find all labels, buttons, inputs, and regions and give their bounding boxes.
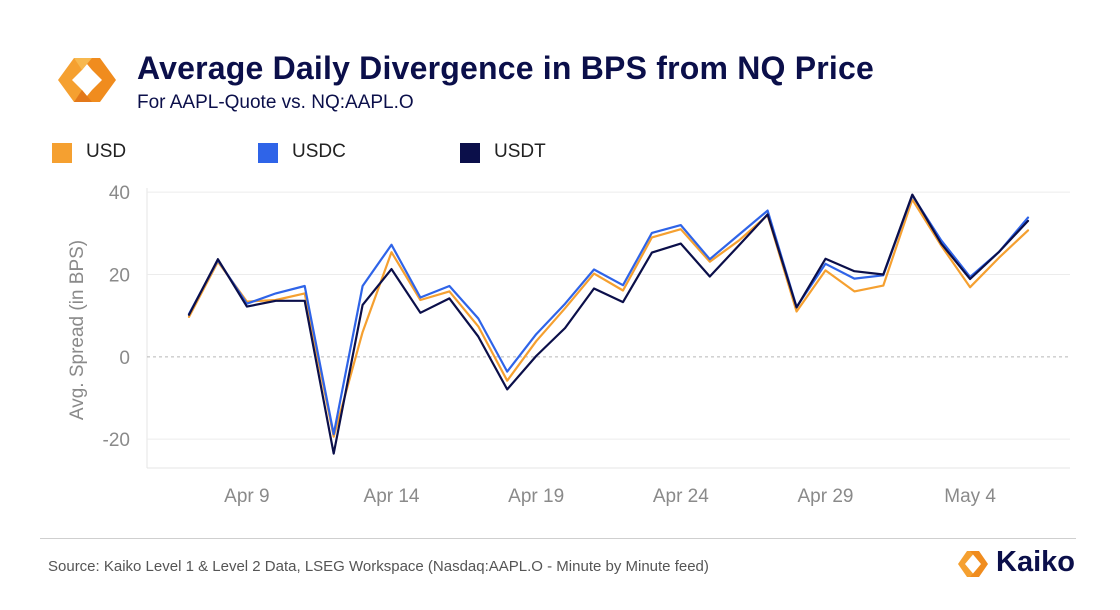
source-note: Source: Kaiko Level 1 & Level 2 Data, LS… [48,558,709,575]
y-tick-label: 20 [109,265,130,286]
x-tick-label: Apr 19 [508,486,564,507]
y-axis-label: Avg. Spread (in BPS) [67,240,88,420]
y-tick-label: 0 [119,348,130,369]
legend-label-usdc: USDC [292,141,346,162]
x-tick-label: Apr 14 [364,486,420,507]
legend-label-usd: USD [86,141,127,162]
legend-swatch-usdc [258,143,278,163]
line-chart: 40 20 0 -20 Apr 9 Apr 14 Apr 19 Apr 24 Apr 29 May… [67,183,1070,507]
kaiko-brand-icon [958,551,988,577]
chart-subtitle: For AAPL-Quote vs. NQ:AAPL.O [137,92,414,113]
kaiko-logo-icon [58,58,116,102]
footer-divider [40,538,1076,539]
series-line-usd [187,198,1030,438]
x-tick-label: Apr 24 [653,486,709,507]
x-tick-label: Apr 29 [797,486,853,507]
legend-swatch-usd [52,143,72,163]
x-tick-label: Apr 9 [224,486,269,507]
series-line-usdt [187,193,1030,455]
brand-name: Kaiko [996,546,1075,578]
y-tick-label: 40 [109,183,130,204]
legend-swatch-usdt [460,143,480,163]
chart-title: Average Daily Divergence in BPS from NQ … [137,50,874,86]
y-tick-label: -20 [103,430,130,451]
legend-label-usdt: USDT [494,141,546,162]
x-tick-label: May 4 [944,486,996,507]
